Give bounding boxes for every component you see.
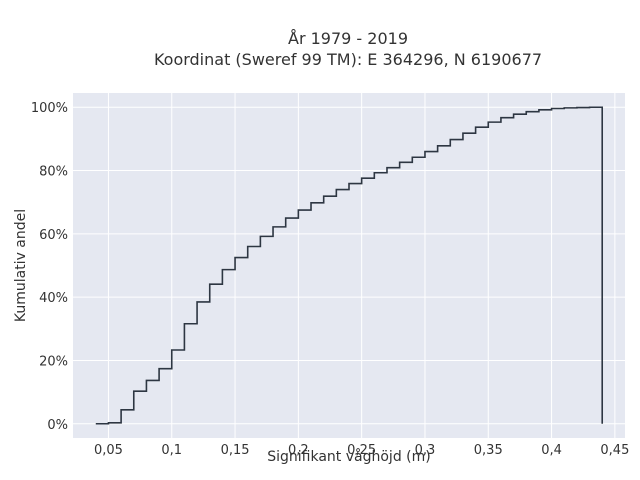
series-step-line [95, 106, 604, 425]
x-tick-label: 0,4 [541, 443, 562, 458]
y-axis-ticks: 0% 20% 40% 60% 80% 100% [31, 101, 68, 433]
x-tick-label: 0,25 [347, 443, 376, 458]
x-tick-label: 0,3 [415, 443, 436, 458]
x-tick-label: 0,45 [600, 443, 629, 458]
x-axis-ticks: 0,05 0,1 0,15 0,2 0,25 0,3 0,35 0,4 0,45 [94, 443, 629, 458]
x-tick-label: 0,15 [221, 443, 250, 458]
y-tick-label: 0% [47, 418, 68, 433]
grid [73, 93, 625, 438]
y-tick-label: 40% [39, 291, 68, 306]
chart-title-line-1: År 1979 - 2019 [288, 29, 408, 48]
series-layer [95, 106, 604, 425]
y-axis-label: Kumulativ andel [13, 209, 29, 322]
x-tick-label: 0,05 [94, 443, 123, 458]
y-tick-label: 100% [31, 101, 68, 116]
chart-title-line-2: Koordinat (Sweref 99 TM): E 364296, N 61… [153, 50, 543, 69]
y-tick-label: 60% [39, 228, 68, 243]
x-tick-label: 0,2 [288, 443, 309, 458]
plot-area [73, 93, 625, 438]
x-axis-label: Signifikant våghöjd (m) [267, 448, 430, 465]
x-tick-label: 0,1 [161, 443, 182, 458]
y-tick-label: 80% [39, 165, 68, 180]
x-tick-label: 0,35 [474, 443, 503, 458]
y-tick-label: 20% [39, 354, 68, 369]
